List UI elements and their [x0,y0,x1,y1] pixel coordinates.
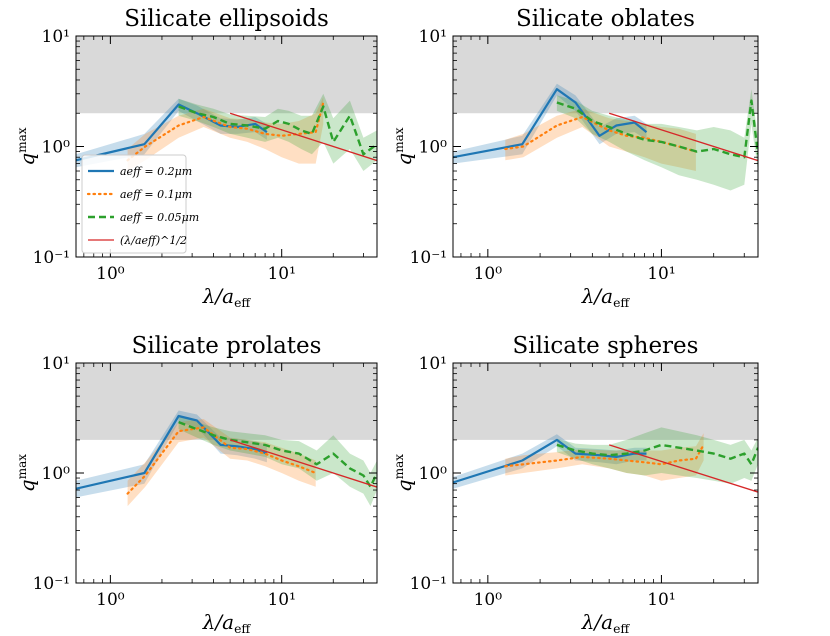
legend-label-ref: (λ/aeff)^1/2 [120,234,187,247]
x-tick-label: 10⁰ [96,590,125,610]
x-tick-label: 10¹ [647,590,675,610]
y-tick-label: 10⁻¹ [410,574,447,594]
series-line-a02 [453,438,647,484]
y-tick-label: 10¹ [42,27,70,47]
x-tick-label: 10⁰ [96,264,125,284]
series-line-a01 [504,443,705,468]
series-line-ref [229,112,377,162]
series-line-ref [229,439,377,488]
legend: aeff = 0.2μm aeff = 0.1μm aeff = 0.05μm (λ/… [81,154,199,254]
y-tick-label: 10⁻¹ [33,574,70,594]
x-axis-label: λ/aeff [581,284,631,310]
band-a01 [505,433,704,481]
shaded-region [76,36,377,114]
y-axis-label: qmax [392,454,416,492]
chart-title: Silicate oblates [516,6,695,32]
y-tick-label: 10¹ [42,354,70,374]
y-axis-label: qmax [392,127,416,165]
band-a005 [556,427,758,484]
legend-label-a01: aeff = 0.1μm [120,188,192,201]
x-axis-label: λ/aeff [581,610,631,636]
series-line-ref [609,444,758,493]
chart-title: Silicate spheres [513,333,699,359]
series-line-a01 [126,101,325,162]
series-line-a005 [556,443,758,466]
band-a01 [505,108,696,171]
band-a005 [178,416,377,507]
plot-area [76,93,377,171]
plot-area [453,427,758,493]
y-tick-label: 10⁻¹ [33,248,70,268]
legend-label-a02: aeff = 0.2μm [120,165,192,178]
chart-panel-1: 10⁰ 10¹ 10⁻¹ 10⁰ 10¹ Silicate ellipsoids λ/aef… [15,6,378,310]
x-tick-label: 10⁰ [474,264,503,284]
y-tick-label: 10⁰ [42,464,71,484]
y-tick-label: 10⁰ [419,138,448,158]
series-line-a01 [126,426,317,495]
x-tick-label: 10¹ [647,264,675,284]
chart-panel-2: 10⁰ 10¹ 10⁻¹ 10⁰ 10¹ Silicate oblates λ/aeff qm… [392,6,759,310]
y-tick-label: 10¹ [419,354,447,374]
series-line-a005 [556,99,758,159]
legend-box [81,154,187,254]
band-a005 [178,93,377,171]
band-a01 [127,419,316,507]
shaded-region [453,36,758,114]
chart-panel-4: 10⁰ 10¹ 10⁻¹ 10⁰ 10¹ Silicate spheres λ/aeff qm… [392,333,759,636]
y-tick-label: 10¹ [419,27,447,47]
band-a005 [556,89,758,191]
chart-title: Silicate prolates [132,333,322,359]
x-tick-label: 10⁰ [474,590,503,610]
series-line-a02 [76,414,268,490]
y-tick-label: 10⁰ [419,464,448,484]
shaded-region [76,363,377,440]
shaded-region [453,363,758,440]
x-axis-label: λ/aeff [202,284,252,310]
legend-label-a005: aeff = 0.05μm [120,211,199,224]
chart-panel-3: 10⁰ 10¹ 10⁻¹ 10⁰ 10¹ Silicate prolates λ/aeff q… [15,333,378,636]
series-line-a005 [178,420,377,488]
series-line-a005 [178,105,377,156]
band-a02 [453,83,647,164]
series-line-ref [609,112,758,162]
y-axis-label: qmax [15,127,39,165]
band-a02 [76,410,267,498]
plot-area [453,83,758,191]
x-tick-label: 10¹ [267,264,295,284]
band-a01 [127,97,324,171]
y-tick-label: 10⁰ [42,138,71,158]
y-tick-label: 10⁻¹ [410,248,447,268]
y-axis-label: qmax [15,454,39,492]
x-tick-label: 10¹ [267,590,295,610]
chart-title: Silicate ellipsoids [124,6,329,32]
plot-area [76,410,377,507]
x-axis-label: λ/aeff [202,610,252,636]
